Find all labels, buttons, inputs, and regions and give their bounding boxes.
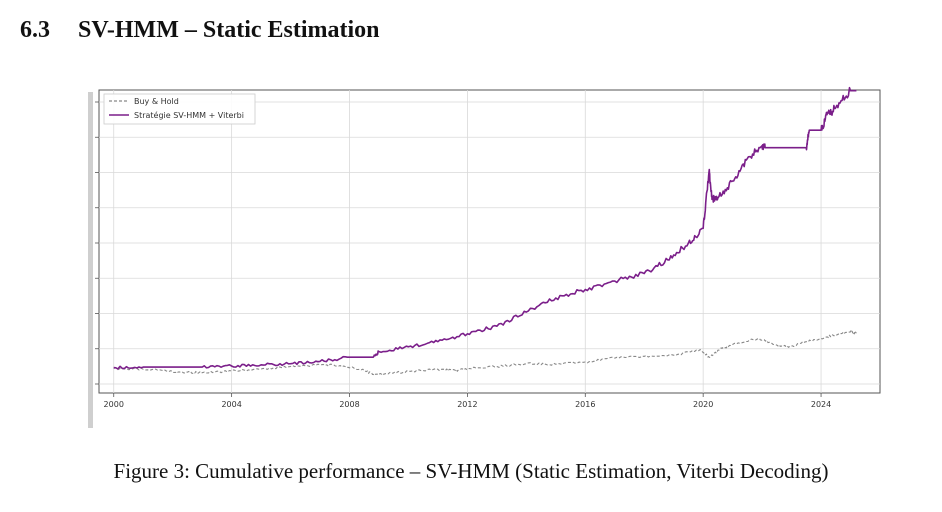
figure-left-edge: [88, 92, 93, 428]
x-axis-ticks: 2000 2004 2008 2012 2016 2020 2024: [104, 393, 831, 409]
x-tick-label: 2020: [693, 400, 713, 409]
legend-label-strategy: Stratégie SV-HMM + Viterbi: [134, 110, 244, 120]
series-line-strategy: [113, 86, 857, 370]
section-title: SV-HMM – Static Estimation: [78, 17, 380, 43]
grid-layer: [99, 90, 880, 393]
cumulative-performance-chart: 2000 2004 2008 2012 2016 2020 2024 Buy & Hold …: [88, 86, 881, 428]
section-heading: 6.3 SV-HMM – Static Estimation: [20, 17, 380, 44]
legend-box: [103, 93, 256, 125]
x-tick-label: 2016: [575, 400, 595, 409]
x-tick-label: 2024: [811, 400, 831, 409]
legend: Buy & Hold Stratégie SV-HMM + Viterbi: [103, 93, 256, 125]
legend-label-buy-hold: Buy & Hold: [134, 97, 179, 106]
figure: 2000 2004 2008 2012 2016 2020 2024 Buy & Hold …: [86, 82, 886, 428]
series-line-buy-hold: [113, 330, 857, 376]
x-tick-label: 2008: [339, 400, 359, 409]
x-tick-label: 2000: [104, 400, 124, 409]
series-layer: [113, 86, 857, 376]
section-number: 6.3: [20, 17, 50, 43]
x-tick-label: 2004: [221, 400, 241, 409]
plot-area: [98, 89, 881, 394]
x-tick-label: 2012: [457, 400, 477, 409]
figure-caption: Figure 3: Cumulative performance – SV-HM…: [113, 459, 829, 483]
y-tick-marks: [95, 101, 99, 385]
